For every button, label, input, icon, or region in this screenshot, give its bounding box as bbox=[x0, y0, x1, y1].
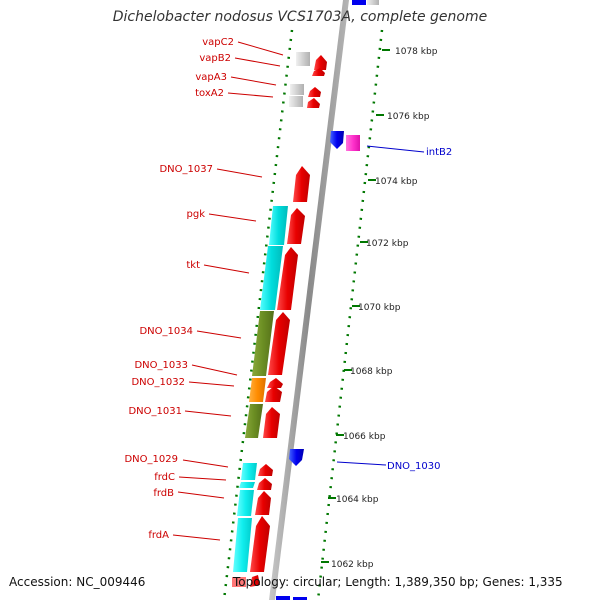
gene-label-DNO_1034[interactable]: DNO_1034 bbox=[139, 326, 193, 337]
genes-prefix: ; Genes: bbox=[474, 575, 525, 589]
arrow-intB2-blue bbox=[330, 131, 344, 149]
accession-text: Accession: NC_009446 bbox=[9, 575, 146, 589]
arrow-DNO_1029 bbox=[258, 464, 273, 476]
arrow-tkt bbox=[277, 247, 298, 310]
bar-DNO_1029 bbox=[241, 463, 257, 480]
arrow-DNO_1037 bbox=[293, 166, 310, 202]
gene-label-frdA[interactable]: frdA bbox=[148, 530, 169, 541]
tick-label-1070: 1070 kbp bbox=[358, 303, 401, 313]
gene-label-tkt[interactable]: tkt bbox=[186, 260, 200, 271]
bar-frdC bbox=[239, 482, 255, 488]
bar-vapC2 bbox=[296, 52, 310, 66]
feature-bottom-blue bbox=[276, 596, 290, 600]
gene-label-DNO_1031[interactable]: DNO_1031 bbox=[128, 406, 182, 417]
gene-label-intB2[interactable]: intB2 bbox=[426, 147, 452, 158]
arrow-vapB2b bbox=[312, 68, 325, 76]
bar-DNO_1033 bbox=[249, 378, 266, 402]
bar-frdB bbox=[237, 490, 254, 516]
tick-label-1074: 1074 kbp bbox=[375, 177, 418, 187]
tick-label-1076: 1076 kbp bbox=[387, 112, 430, 122]
tick-label-1072: 1072 kbp bbox=[366, 239, 409, 249]
label-leaders bbox=[172, 41, 425, 541]
length-value: 1,389,350 bp bbox=[394, 575, 475, 589]
bar-tkt bbox=[260, 246, 283, 310]
tick-label-1062: 1062 kbp bbox=[331, 560, 374, 570]
gene-label-pgk[interactable]: pgk bbox=[187, 209, 206, 220]
feature-bottom-pink bbox=[232, 577, 246, 587]
arrow-DNO_1032 bbox=[265, 386, 282, 402]
arrow-vapB2 bbox=[314, 55, 327, 70]
outer-track-left bbox=[222, 29, 294, 600]
gene-label-vapA3[interactable]: vapA3 bbox=[195, 72, 227, 83]
arrow-DNO_1031 bbox=[263, 407, 280, 438]
arrow-frdB bbox=[255, 491, 271, 515]
scale-ticks bbox=[321, 49, 390, 563]
gene-label-DNO_1037[interactable]: DNO_1037 bbox=[159, 164, 213, 175]
tick-label-1066: 1066 kbp bbox=[343, 432, 386, 442]
topology-prefix: Topology: bbox=[233, 575, 290, 589]
bar-pgk bbox=[269, 206, 288, 245]
gene-label-DNO_1029[interactable]: DNO_1029 bbox=[124, 454, 178, 465]
tick-label-1068: 1068 kbp bbox=[350, 367, 393, 377]
bar-frdA bbox=[233, 518, 252, 572]
length-prefix: ; Length: bbox=[337, 575, 391, 589]
gene-label-vapC2[interactable]: vapC2 bbox=[202, 37, 234, 48]
map-title: Dichelobacter nodosus VCS1703A, complete… bbox=[112, 9, 488, 25]
bar-intB2 bbox=[346, 135, 360, 151]
arrow-vapA3-arrow bbox=[308, 87, 321, 97]
topology-value: circular bbox=[292, 575, 338, 589]
gene-label-toxA2[interactable]: toxA2 bbox=[195, 88, 224, 99]
bar-DNO_1031 bbox=[245, 404, 263, 438]
bar-vapA3 bbox=[290, 84, 304, 95]
gene-label-vapB2[interactable]: vapB2 bbox=[199, 53, 231, 64]
arrow-DNO_1030 bbox=[289, 449, 304, 466]
gene-category-bars bbox=[233, 52, 310, 572]
gene-label-DNO_1033[interactable]: DNO_1033 bbox=[134, 360, 188, 371]
bar-toxA2 bbox=[289, 96, 303, 107]
arrow-pgk bbox=[287, 208, 305, 244]
outer-track-right bbox=[316, 29, 384, 600]
feature-bottom-blue2 bbox=[293, 597, 307, 600]
gene-label-frdC[interactable]: frdC bbox=[154, 472, 175, 483]
gene-label-DNO_1030[interactable]: DNO_1030 bbox=[387, 461, 441, 472]
tick-label-1078: 1078 kbp bbox=[395, 47, 438, 57]
gene-arrows bbox=[250, 55, 327, 572]
bar-DNO_1034 bbox=[252, 311, 274, 376]
arrow-DNO_1033 bbox=[267, 378, 283, 388]
arrow-frdA bbox=[250, 516, 270, 572]
genome-backbone bbox=[269, 0, 349, 600]
reverse-features bbox=[289, 131, 360, 466]
feature-bottom-red bbox=[250, 575, 260, 587]
feature-top-blue bbox=[352, 0, 366, 5]
genome-stats: Topology: circular; Length: 1,389,350 bp… bbox=[233, 575, 563, 589]
arrow-frdC bbox=[257, 478, 272, 490]
gene-label-DNO_1032[interactable]: DNO_1032 bbox=[131, 377, 185, 388]
arrow-toxA2-arrow bbox=[307, 98, 320, 108]
genes-count: 1,335 bbox=[528, 575, 563, 589]
gene-label-frdB[interactable]: frdB bbox=[153, 488, 174, 499]
arrow-DNO_1034 bbox=[268, 312, 290, 375]
feature-top-grey bbox=[367, 0, 379, 5]
tick-label-1064: 1064 kbp bbox=[336, 495, 379, 505]
